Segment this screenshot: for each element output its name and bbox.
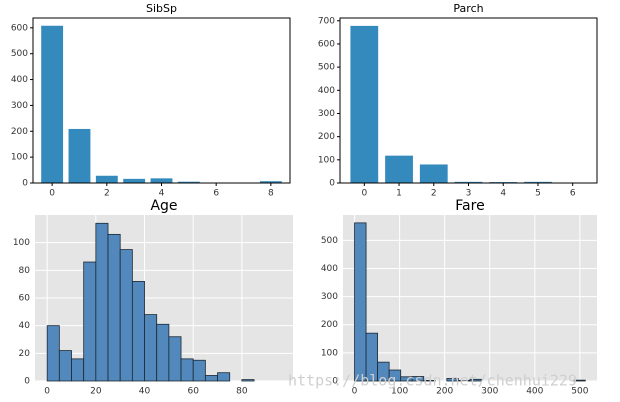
histogram-bar: [573, 379, 586, 382]
bar: [385, 155, 413, 183]
histogram-bar: [388, 369, 402, 382]
y-tick-label: 60: [19, 294, 31, 304]
x-tick-label: 5: [535, 189, 541, 199]
histogram-bar: [168, 336, 182, 382]
histogram-bar: [131, 280, 145, 382]
x-tick-label: 1: [396, 189, 402, 199]
y-tick-label: 20: [19, 349, 31, 359]
bar: [177, 181, 200, 183]
bar: [419, 164, 448, 183]
bar: [41, 25, 64, 183]
histogram-bar: [217, 372, 231, 382]
bar: [454, 181, 483, 183]
y-tick-label: 600: [11, 23, 28, 33]
x-tick-label: 60: [187, 387, 199, 397]
x-tick-label: 300: [481, 387, 498, 397]
subplot-title: Parch: [453, 2, 483, 15]
y-tick-label: 0: [24, 377, 30, 387]
histogram-bar: [119, 249, 133, 382]
y-tick-label: 100: [13, 238, 30, 248]
y-tick-label: 40: [19, 321, 31, 331]
bar: [150, 178, 173, 183]
x-tick-label: 4: [500, 189, 506, 199]
y-tick-label: 500: [321, 236, 338, 246]
axes-frame: [32, 17, 291, 184]
bar: [95, 175, 118, 183]
x-tick-label: 0: [361, 189, 367, 199]
y-tick-label: 500: [11, 49, 28, 59]
histogram-bar: [241, 379, 255, 382]
histogram-bar: [180, 358, 194, 382]
x-tick-label: 80: [236, 387, 248, 397]
x-tick-label: 3: [466, 189, 472, 199]
histogram-bar: [107, 233, 121, 382]
y-tick-label: 300: [318, 109, 335, 119]
bar: [524, 181, 552, 183]
x-tick-label: 4: [159, 189, 165, 199]
histogram-bar: [58, 350, 72, 382]
x-tick-label: 20: [90, 387, 102, 397]
histogram-bar: [423, 380, 436, 382]
x-tick-label: 0: [352, 387, 358, 397]
y-tick-label: 300: [11, 101, 28, 111]
y-tick-label: 80: [19, 266, 31, 276]
y-tick-label: 0: [22, 179, 28, 189]
plot-area: [340, 18, 597, 183]
histogram-bar: [83, 261, 97, 382]
y-tick-label: 200: [321, 320, 338, 330]
y-tick-label: 700: [318, 16, 335, 26]
x-tick-label: 100: [391, 387, 408, 397]
subplot-title: Age: [150, 198, 177, 214]
y-tick-label: 300: [321, 292, 338, 302]
y-tick-label: 400: [318, 86, 335, 96]
x-tick-label: 200: [436, 387, 453, 397]
histogram-bar: [446, 378, 459, 382]
subplot-title: SibSp: [146, 2, 177, 15]
histogram-bar: [144, 314, 158, 382]
axes-frame: [339, 17, 598, 184]
bar: [68, 128, 91, 183]
bar: [123, 178, 146, 183]
y-tick-label: 0: [332, 377, 338, 387]
bar: [350, 25, 379, 184]
y-tick-label: 200: [11, 127, 28, 137]
subplot-title: Fare: [455, 198, 484, 214]
y-tick-label: 200: [318, 132, 335, 142]
histogram-bar: [365, 332, 379, 382]
histogram-bar: [354, 222, 367, 382]
x-tick-label: 2: [104, 189, 110, 199]
histogram-bar: [411, 376, 425, 382]
x-tick-label: 0: [49, 189, 55, 199]
histogram-bar: [204, 375, 218, 382]
x-tick-label: 6: [570, 189, 576, 199]
histogram-bar: [192, 359, 206, 382]
y-tick-label: 400: [321, 264, 338, 274]
x-tick-label: 6: [213, 189, 219, 199]
histogram-bar: [95, 222, 109, 382]
x-tick-label: 0: [44, 387, 50, 397]
watermark: https://blog.csdn.net/chenhui229: [288, 372, 577, 390]
histogram-bar: [156, 323, 170, 382]
x-tick-label: 400: [526, 387, 543, 397]
y-tick-label: 100: [321, 348, 338, 358]
x-tick-label: 2: [431, 189, 437, 199]
y-tick-label: 100: [11, 153, 28, 163]
bar: [259, 181, 282, 183]
y-tick-label: 0: [329, 179, 335, 189]
x-tick-label: 500: [571, 387, 588, 397]
histogram-bar: [71, 358, 85, 382]
x-tick-label: 8: [268, 189, 274, 199]
histogram-bar: [469, 378, 482, 382]
y-tick-label: 100: [318, 155, 335, 165]
y-tick-label: 600: [318, 39, 335, 49]
histogram-bar: [46, 325, 60, 382]
y-tick-label: 400: [11, 75, 28, 85]
y-tick-label: 500: [318, 63, 335, 73]
x-tick-label: 40: [139, 387, 151, 397]
